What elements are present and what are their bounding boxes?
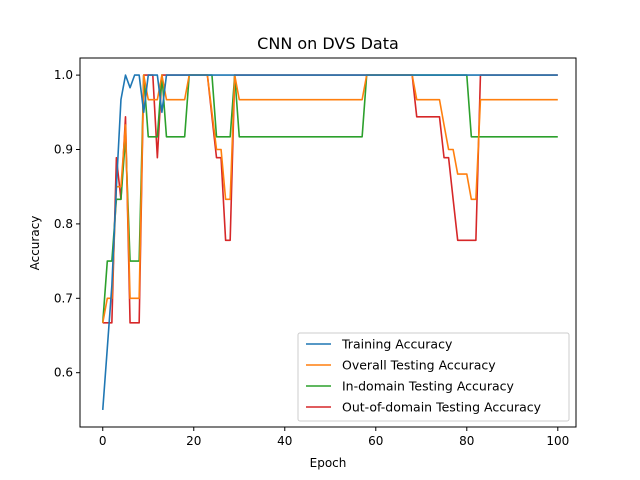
series-line-overall-testing-accuracy bbox=[101, 74, 558, 323]
y-tick-label: 1.0 bbox=[54, 68, 73, 82]
x-tick-label: 100 bbox=[546, 434, 569, 448]
plot-frame bbox=[79, 57, 577, 428]
chart-title: CNN on DVS Data bbox=[257, 34, 399, 53]
legend-label-training-accuracy: Training Accuracy bbox=[341, 337, 453, 352]
series-line-training-accuracy bbox=[101, 74, 558, 410]
x-tick-label: 0 bbox=[99, 434, 107, 448]
y-axis-ticks: 0.6 0.7 0.8 0.9 1.0 bbox=[54, 68, 80, 380]
plot-series bbox=[101, 74, 558, 410]
x-axis-ticks: 0 20 40 60 80 100 bbox=[99, 427, 569, 448]
legend-box bbox=[297, 332, 570, 422]
x-axis-label: Epoch bbox=[310, 456, 347, 470]
legend-label-overall-testing-accuracy: Overall Testing Accuracy bbox=[342, 358, 496, 373]
x-tick-label: 80 bbox=[459, 434, 474, 448]
y-tick-label: 0.9 bbox=[54, 143, 73, 157]
legend-label-out-of-domain-testing-accuracy: Out-of-domain Testing Accuracy bbox=[342, 400, 542, 415]
legend-label-in-domain-testing-accuracy: In-domain Testing Accuracy bbox=[342, 379, 514, 394]
y-tick-label: 0.7 bbox=[54, 291, 73, 305]
y-axis-label: Accuracy bbox=[28, 216, 42, 271]
y-tick-label: 0.6 bbox=[54, 366, 73, 380]
x-tick-label: 20 bbox=[186, 434, 201, 448]
legend: Training Accuracy Overall Testing Accurac… bbox=[297, 332, 570, 422]
x-tick-label: 60 bbox=[368, 434, 383, 448]
y-tick-label: 0.8 bbox=[54, 217, 73, 231]
x-tick-label: 40 bbox=[277, 434, 292, 448]
